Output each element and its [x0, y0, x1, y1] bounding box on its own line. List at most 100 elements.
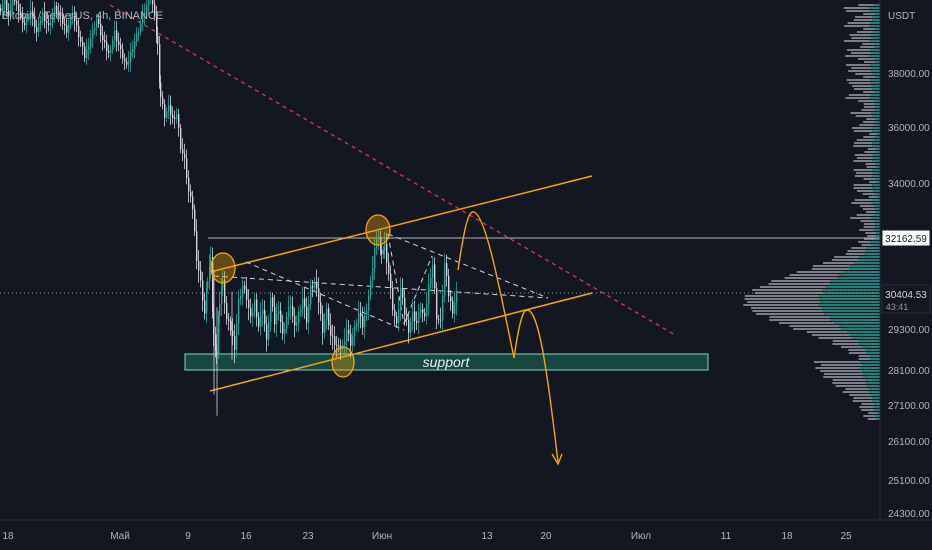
- candle-body: [70, 17, 72, 25]
- volume-profile-bar: [849, 265, 880, 267]
- candle-body: [236, 323, 238, 350]
- volume-profile-bar: [870, 22, 880, 24]
- volume-profile-bar: [846, 49, 871, 51]
- volume-profile-bar: [853, 145, 872, 147]
- projection-path: [457, 211, 559, 463]
- volume-profile-bar: [865, 382, 880, 384]
- candle-body: [362, 316, 364, 328]
- volume-profile-bar: [870, 94, 880, 96]
- candle-body: [204, 300, 206, 314]
- volume-profile-bar: [874, 409, 880, 411]
- candle-body: [384, 243, 386, 251]
- candle-body: [396, 316, 398, 324]
- candle-body: [390, 273, 392, 289]
- candle-body: [207, 281, 209, 288]
- candle-body: [52, 14, 54, 24]
- volume-profile-bar: [876, 418, 880, 420]
- price-axis[interactable]: [880, 0, 932, 520]
- volume-profile-bar: [873, 100, 880, 102]
- x-tick-label: 18: [781, 531, 793, 542]
- volume-profile-bar: [850, 217, 872, 219]
- candle-body: [383, 250, 385, 255]
- volume-profile-bar: [871, 244, 880, 246]
- candle-body: [278, 310, 280, 314]
- volume-profile-bar: [870, 49, 880, 51]
- volume-profile-bar: [870, 70, 880, 72]
- candle-body: [334, 336, 336, 345]
- volume-profile-bar: [818, 337, 853, 339]
- volume-profile-bar: [872, 16, 880, 18]
- time-axis[interactable]: [0, 520, 932, 550]
- price-marker-current: 30404.53 43:41: [881, 284, 931, 314]
- candle-body: [209, 266, 211, 282]
- volume-profile-bar: [820, 364, 863, 366]
- volume-profile-bar: [867, 148, 877, 150]
- candle-body: [446, 263, 448, 276]
- candle-body: [318, 288, 320, 303]
- volume-profile-bar: [789, 325, 840, 327]
- volume-profile-bar: [868, 391, 880, 393]
- volume-profile-bar: [849, 34, 871, 36]
- candle-body: [394, 309, 396, 317]
- candle-body: [146, 5, 148, 13]
- candle-body: [60, 14, 62, 17]
- volume-profile-bar: [870, 82, 880, 84]
- candle-body: [280, 310, 282, 322]
- candle-body: [28, 17, 30, 19]
- candle-body: [210, 257, 212, 267]
- volume-profile-bar: [876, 412, 880, 414]
- candle-body: [78, 25, 80, 37]
- candle-body: [92, 29, 94, 39]
- volume-profile-bar: [858, 340, 880, 342]
- volume-profile-bar: [863, 415, 875, 417]
- candle-body: [454, 303, 456, 314]
- volume-profile-bar: [861, 109, 875, 111]
- volume-profile-bar: [865, 232, 876, 234]
- volume-profile-bar: [855, 16, 873, 18]
- candle-body: [104, 40, 106, 43]
- volume-profile-bar: [873, 58, 880, 60]
- volume-profile-bar: [863, 13, 875, 15]
- candle-body: [254, 299, 256, 312]
- volume-profile-bar: [867, 235, 877, 237]
- candle-body: [414, 311, 416, 321]
- candle-body: [246, 288, 248, 300]
- candle-body: [326, 308, 328, 321]
- volume-profile-bar: [845, 388, 870, 390]
- volume-profile-bar: [873, 229, 880, 231]
- volume-profile-bar: [871, 400, 880, 402]
- volume-profile-bar: [851, 37, 872, 39]
- volume-profile-bar: [873, 190, 880, 192]
- candle-body: [160, 82, 162, 98]
- volume-profile-bar: [861, 409, 875, 411]
- candle-body: [2, 4, 4, 12]
- volume-profile-bar: [850, 52, 872, 54]
- x-tick-label: 9: [185, 531, 191, 542]
- candle-body: [328, 308, 330, 326]
- volume-profile-bar: [849, 334, 880, 336]
- pivot-highlight-1: [210, 252, 236, 284]
- y-tick-label: 26100.00: [888, 437, 930, 448]
- volume-profile-bar: [863, 121, 875, 123]
- volume-profile-bar: [869, 10, 880, 12]
- candle-body: [234, 336, 236, 350]
- volume-profile-bar: [847, 250, 866, 252]
- volume-profile-bar: [854, 142, 873, 144]
- candle-body: [8, 10, 10, 17]
- volume-profile-bar: [874, 220, 880, 222]
- candle-body: [48, 23, 50, 26]
- volume-profile-bar: [832, 340, 859, 342]
- volume-profile-bar: [875, 166, 880, 168]
- volume-profile-bar: [856, 139, 874, 141]
- price-marker-countdown: 43:41: [886, 302, 909, 312]
- candle-body: [80, 36, 82, 42]
- candle-body: [226, 303, 228, 319]
- support-label: support: [423, 354, 471, 370]
- candle-body: [248, 299, 250, 309]
- candle-body: [440, 319, 442, 321]
- volume-profile-bar: [870, 358, 880, 360]
- candle-body: [68, 24, 70, 33]
- volume-profile-bar: [853, 160, 873, 162]
- volume-profile-bar: [875, 106, 880, 108]
